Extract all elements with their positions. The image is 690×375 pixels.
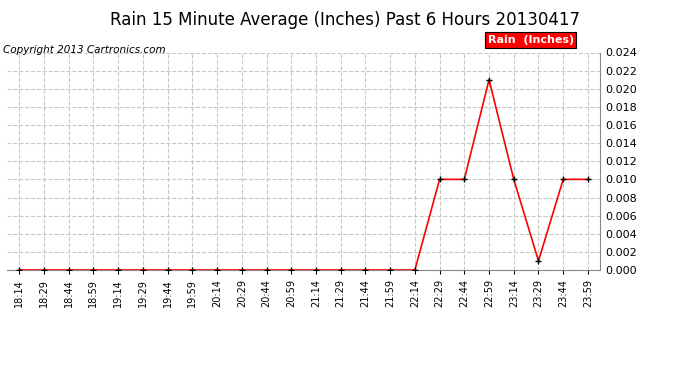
Text: Rain 15 Minute Average (Inches) Past 6 Hours 20130417: Rain 15 Minute Average (Inches) Past 6 H… (110, 11, 580, 29)
Text: Copyright 2013 Cartronics.com: Copyright 2013 Cartronics.com (3, 45, 166, 55)
Text: Rain  (Inches): Rain (Inches) (488, 35, 573, 45)
